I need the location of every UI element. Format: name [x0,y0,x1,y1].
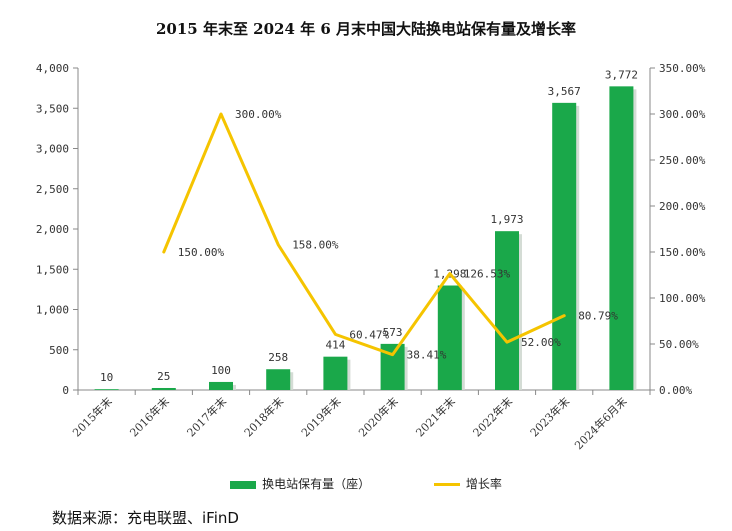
bar [552,102,577,390]
bar-value-label: 10 [100,371,113,384]
legend-item-line: 增长率 [433,475,502,492]
chart-plot: 0 500 1,000 1,500 2,000 2,500 3,000 3,500 4,000 0… [36,62,706,452]
y-left-tick-label: 500 [49,344,69,357]
x-tick-label: 2020年末 [355,394,400,439]
bar-value-label: 3,567 [548,85,581,98]
x-tick-label: 2016年末 [127,394,172,439]
bar [323,356,348,390]
y-right-tick-label: 200.00% [659,200,706,213]
line-value-label: 150.00% [178,246,225,259]
chart-legend: 换电站保有量（座） 增长率 [0,475,732,492]
bar [266,369,291,390]
x-tick-label: 2017年末 [184,394,229,439]
bar-value-label: 414 [325,339,345,352]
y-right-tick-label: 150.00% [659,246,706,259]
legend-item-bars: 换电站保有量（座） [230,475,370,492]
line-value-label: 300.00% [235,108,282,121]
y-left-tick-label: 3,500 [36,102,69,115]
y-right-tick-label: 250.00% [659,154,706,167]
bar-value-label: 1,973 [490,213,523,226]
y-right-tick-label: 0.00% [659,384,692,397]
y-right-tick-label: 350.00% [659,62,706,75]
line-value-label: 52.00% [521,336,561,349]
line-value-label: 80.79% [578,310,618,323]
bar-value-label: 573 [383,326,403,339]
line-value-label: 60.47% [349,328,389,341]
y-left-tick-label: 1,000 [36,304,69,317]
chart-title: 2015 年末至 2024 年 6 月末中国大陆换电站保有量及增长率 [155,20,577,38]
x-tick-label: 2021年末 [413,394,458,439]
y-left-tick-label: 2,000 [36,223,69,236]
y-right-tick-label: 50.00% [659,338,699,351]
y-left-tick-label: 0 [62,384,69,397]
line-value-label: 126.53% [464,268,511,281]
bar [151,387,176,390]
legend-label-bars: 换电站保有量（座） [262,477,371,491]
y-right-tick-label: 300.00% [659,108,706,121]
x-tick-label: 2019年末 [298,394,343,439]
y-left-tick-label: 4,000 [36,62,69,75]
line-value-label: 158.00% [292,239,339,252]
bar [495,231,519,390]
legend-label-line: 增长率 [465,477,502,491]
x-tick-label: 2024年6月末 [572,394,630,452]
y-left-tick-label: 3,000 [36,143,69,156]
bar-value-label: 3,772 [605,68,638,81]
x-tick-label: 2022年末 [470,394,515,439]
bar [209,381,233,390]
bar-value-label: 25 [157,370,170,383]
x-tick-label: 2018年末 [241,394,286,439]
y-left-tick-label: 1,500 [36,263,69,276]
x-tick-label: 2015年末 [69,394,114,439]
y-left-tick-label: 2,500 [36,183,69,196]
bar-value-label: 258 [268,351,288,364]
bar [437,285,462,390]
bar [609,86,634,390]
data-source-note: 数据来源：充电联盟、iFinD [52,509,239,527]
growth-rate-line [162,112,566,357]
legend-swatch-line [433,483,460,486]
line-value-label: 38.41% [407,349,447,362]
x-tick-label: 2023年末 [527,394,572,439]
legend-swatch-bar [230,480,257,489]
y-right-tick-label: 100.00% [659,292,706,305]
bar [94,389,119,390]
bar-value-label: 100 [211,364,231,377]
